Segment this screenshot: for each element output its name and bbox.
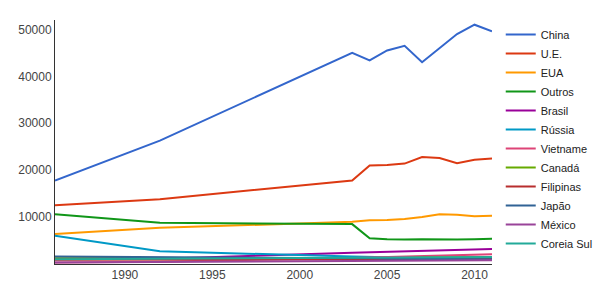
svg-text:30000: 30000: [18, 116, 52, 130]
svg-text:China: China: [541, 29, 571, 41]
svg-text:Japão: Japão: [541, 200, 571, 212]
svg-text:Canadá: Canadá: [541, 162, 580, 174]
svg-text:2000: 2000: [286, 268, 313, 282]
svg-text:40000: 40000: [18, 70, 52, 84]
svg-text:2010: 2010: [461, 268, 488, 282]
svg-text:Brasil: Brasil: [541, 105, 569, 117]
svg-text:2005: 2005: [374, 268, 401, 282]
svg-text:1990: 1990: [112, 268, 139, 282]
svg-text:U.E.: U.E.: [541, 48, 562, 60]
svg-text:Filipinas: Filipinas: [541, 181, 582, 193]
svg-text:Rússia: Rússia: [541, 124, 576, 136]
svg-text:Coreia Sul: Coreia Sul: [541, 238, 592, 250]
svg-text:México: México: [541, 219, 576, 231]
svg-text:20000: 20000: [18, 163, 52, 177]
svg-text:50000: 50000: [18, 23, 52, 37]
svg-text:1995: 1995: [199, 268, 226, 282]
svg-text:EUA: EUA: [541, 67, 564, 79]
svg-text:10000: 10000: [18, 210, 52, 224]
svg-text:Vietname: Vietname: [541, 143, 587, 155]
svg-text:Outros: Outros: [541, 86, 575, 98]
